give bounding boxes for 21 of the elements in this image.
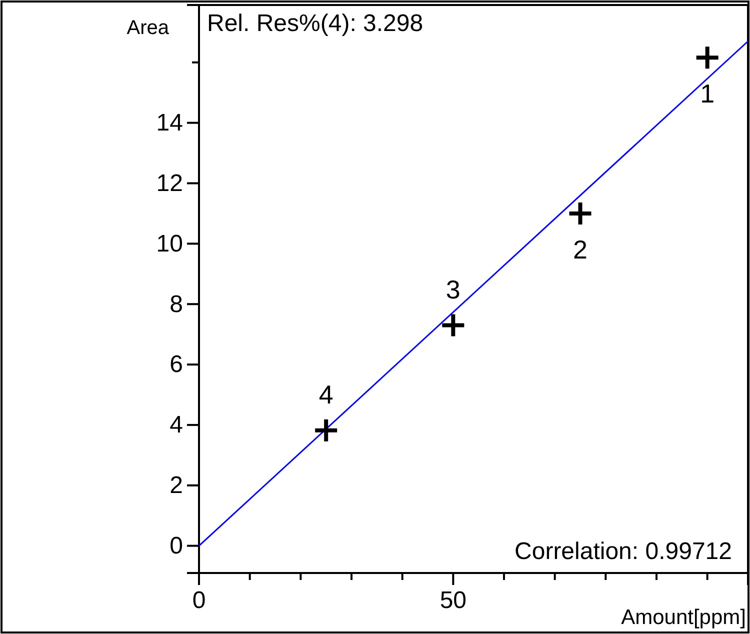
annotation: Correlation: 0.99712 bbox=[514, 538, 732, 565]
y-tick-label: 8 bbox=[170, 290, 183, 318]
point bbox=[315, 419, 338, 442]
y-tick-label: 12 bbox=[156, 170, 183, 197]
point bbox=[569, 202, 592, 224]
y-tick-label: 4 bbox=[170, 412, 183, 439]
y-tick-label: 6 bbox=[170, 351, 183, 378]
y-tick-label: 2 bbox=[170, 472, 183, 500]
y-tick-label: 10 bbox=[156, 230, 183, 258]
x-tick-label: 50 bbox=[440, 587, 467, 614]
point bbox=[442, 314, 464, 336]
y-axis-title: Area bbox=[126, 17, 170, 39]
point bbox=[696, 46, 718, 69]
annotation: Rel. Res%(4): 3.298 bbox=[207, 10, 424, 37]
y-tick-label: 14 bbox=[156, 110, 183, 137]
annotation: 3 bbox=[446, 274, 460, 304]
annotation: 4 bbox=[318, 379, 334, 410]
y-tick-label: 0 bbox=[170, 532, 183, 560]
x-axis-title: Amount[ppm] bbox=[621, 606, 746, 629]
annotation: 2 bbox=[573, 234, 588, 265]
annotation: 1 bbox=[700, 78, 715, 109]
